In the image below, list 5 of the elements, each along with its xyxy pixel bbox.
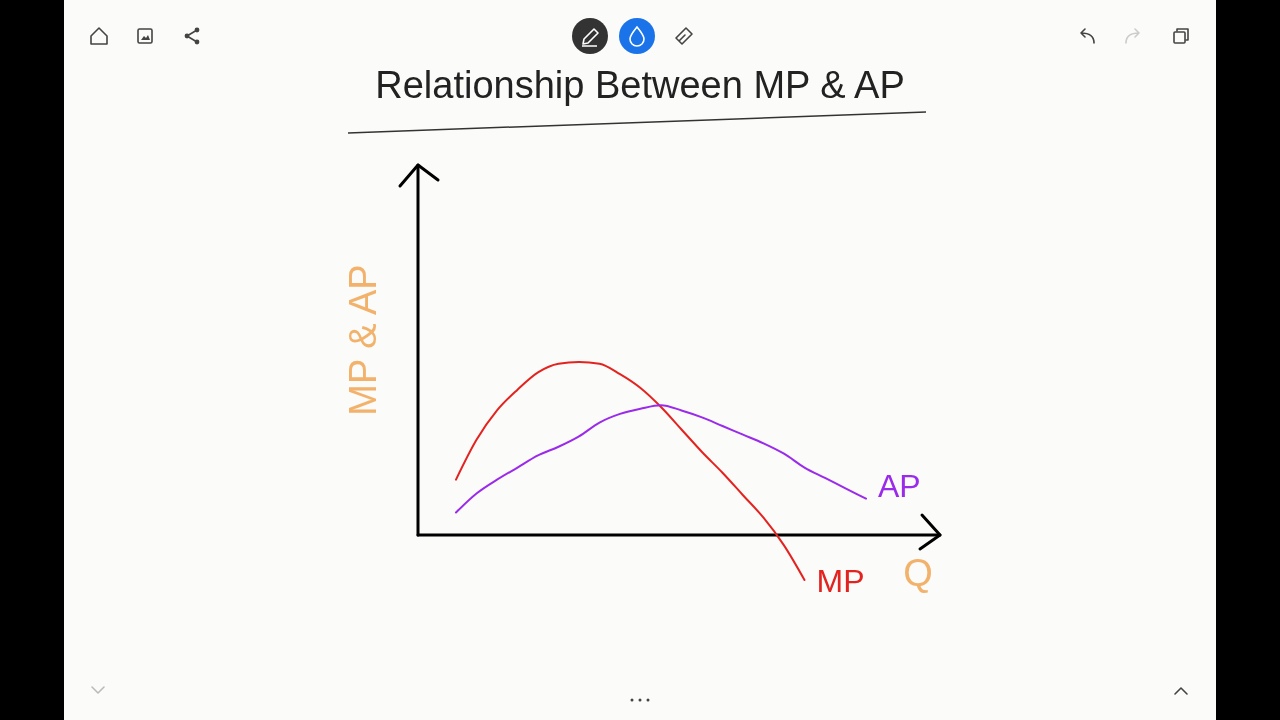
series-label: MP <box>816 562 865 599</box>
series-label: AP <box>878 467 921 504</box>
x-axis-title: Q <box>903 552 933 594</box>
y-axis-title: MP & AP <box>342 264 384 416</box>
chart-title: Relationship Between MP & AP <box>375 64 905 106</box>
